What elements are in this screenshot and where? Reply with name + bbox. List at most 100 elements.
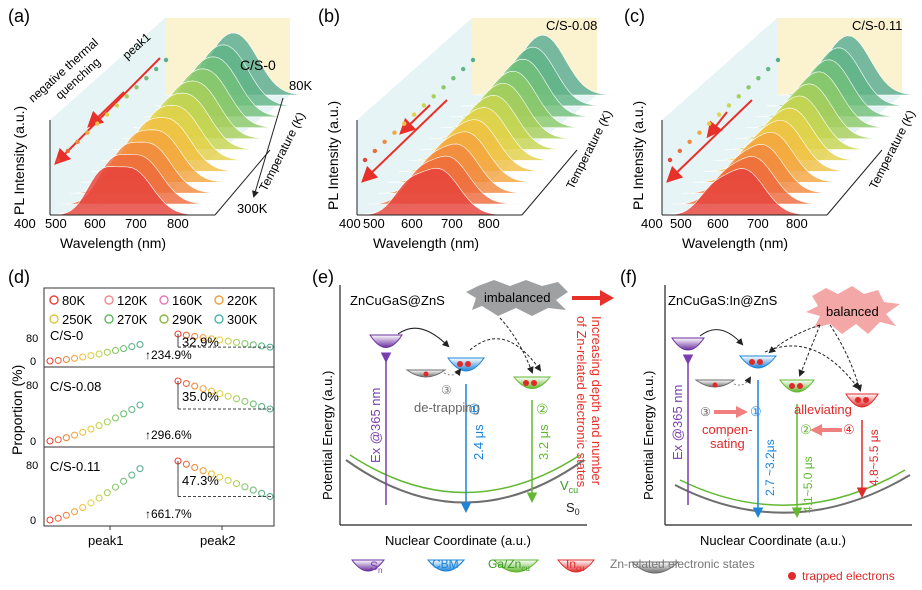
peak-dots xyxy=(667,57,781,163)
peak-dot xyxy=(85,130,90,135)
panel-letter-b: (b) xyxy=(318,6,340,26)
peak1-change: ↑234.9% xyxy=(145,348,192,362)
transfer-arrow xyxy=(798,324,821,377)
ex-label-e: Ex @365 nm xyxy=(368,388,383,463)
legend-marker xyxy=(159,295,169,305)
peak-dot xyxy=(95,121,100,126)
zn-icon xyxy=(630,561,680,574)
proportion-legend: 80K 120K 160K 220K 250K 270K 290K 300K xyxy=(49,293,258,327)
peak1-point xyxy=(70,508,79,516)
legend-marker xyxy=(159,314,169,324)
peak-dot xyxy=(775,57,781,63)
spectra-ridges xyxy=(661,35,922,216)
peak1-point xyxy=(136,401,144,409)
panel-c: (c) C/S-0.11 Temperature (K) 400 500 600… xyxy=(624,6,922,251)
peak1-point xyxy=(62,511,70,519)
legend-label: 120K xyxy=(117,293,148,308)
peak1-point xyxy=(103,418,111,426)
sn-well-f xyxy=(671,337,705,351)
trapped-electron xyxy=(789,383,795,389)
panel-e: (e) ZnCuGaS@ZnS imbalanced Increasing de… xyxy=(312,267,614,548)
xtick-600-c: 600 xyxy=(707,216,729,231)
ylabel-f: Potential Energy (a.u.) xyxy=(641,371,656,500)
circle4-f: ④ xyxy=(843,422,855,437)
peak1-point xyxy=(95,494,103,502)
panel-b: (b) C/S-0.08 Temperature (K) 400 500 600… xyxy=(318,6,638,251)
legend-marker xyxy=(49,295,59,305)
peak1-point xyxy=(54,356,62,364)
legend-label: 80K xyxy=(62,293,85,308)
peak2-point xyxy=(241,483,249,491)
red-shift-arrow xyxy=(87,91,125,128)
depth-axis-line xyxy=(521,149,578,216)
t2-label-e: 3.2 μs xyxy=(536,424,551,460)
xtick-700-a: 700 xyxy=(125,216,147,231)
peak1-change: ↑296.6% xyxy=(145,428,192,442)
legend-label: 220K xyxy=(227,293,258,308)
xtick-700-c: 700 xyxy=(747,216,769,231)
red-shift-arrow xyxy=(399,104,431,135)
peak2-point xyxy=(232,395,241,403)
peak-dot xyxy=(746,85,751,90)
legend-cbm: CBM xyxy=(432,557,459,571)
peak-dot xyxy=(736,94,741,99)
peak-dot xyxy=(362,157,368,163)
trapped-electron xyxy=(465,361,471,367)
peak2-point xyxy=(266,405,274,413)
peak-dot xyxy=(421,103,427,108)
peak-dot xyxy=(392,130,397,135)
peak2-point xyxy=(182,331,190,339)
transfer-arrow xyxy=(397,327,450,348)
row-sample-label: C/S-0.11 xyxy=(50,459,100,474)
panel-letter-a: (a) xyxy=(8,6,30,26)
peak1-point xyxy=(46,357,54,365)
plot-frame-d xyxy=(43,287,275,527)
compensating-label-2: sating xyxy=(710,436,745,451)
side-text-line1: Increasing depth and number xyxy=(589,316,604,486)
peak1-point xyxy=(120,410,128,418)
red-shift-arrow xyxy=(706,111,728,139)
xtick-500-c: 500 xyxy=(670,216,692,231)
peak1-point xyxy=(128,405,136,414)
peak1-point xyxy=(87,425,95,433)
peak2-change: 35.0% xyxy=(182,389,219,404)
peak2-point xyxy=(199,467,207,475)
peak2-point xyxy=(232,480,241,488)
peak-dot xyxy=(55,157,61,163)
xlabel-b: Wavelength (nm) xyxy=(373,235,479,251)
t3-label-f: 4.8~5.5 μs xyxy=(867,429,881,486)
peak2-point xyxy=(224,392,232,400)
temp-arrow-a xyxy=(252,97,284,198)
trapped-electron xyxy=(749,359,755,365)
s0-sub: 0 xyxy=(575,507,580,517)
legend-marker xyxy=(104,314,114,324)
ytick-80: 80 xyxy=(26,460,38,472)
legend-trapped: trapped electrons xyxy=(802,569,895,583)
peak1-point xyxy=(62,355,70,364)
peak1-point xyxy=(128,343,136,351)
peak2-point xyxy=(266,343,274,351)
trapped-electron-icon xyxy=(788,572,796,580)
ylabel-b: PL Intensity (a.u.) xyxy=(325,101,341,210)
xlabel-f: Nuclear Coordinate (a.u.) xyxy=(700,533,846,548)
peak-dot xyxy=(697,130,702,135)
ylabel-d: Proportion (%) xyxy=(9,365,25,455)
peak2-point xyxy=(216,390,224,398)
trapped-electron xyxy=(855,397,861,403)
ytick-80: 80 xyxy=(26,380,38,392)
panel-f: (f) ZnCuGaS:In@ZnS balanced Ex @3 xyxy=(620,267,912,548)
peak-dot xyxy=(75,139,80,145)
trapped-electron xyxy=(712,382,718,388)
in-well-f xyxy=(845,393,879,408)
t1-label-e: 2.4 μs xyxy=(471,424,486,460)
panel-letter-e: (e) xyxy=(312,267,334,287)
circle1-f: ① xyxy=(750,404,762,419)
peak2-point xyxy=(232,338,241,346)
legend-marker xyxy=(49,314,59,324)
sn-well-e xyxy=(369,334,403,348)
peak1-point xyxy=(87,351,95,360)
peak1-point xyxy=(103,348,111,356)
legend-sn: Sn xyxy=(370,559,382,575)
peak2-point xyxy=(191,332,199,340)
peak2-point xyxy=(199,385,207,393)
